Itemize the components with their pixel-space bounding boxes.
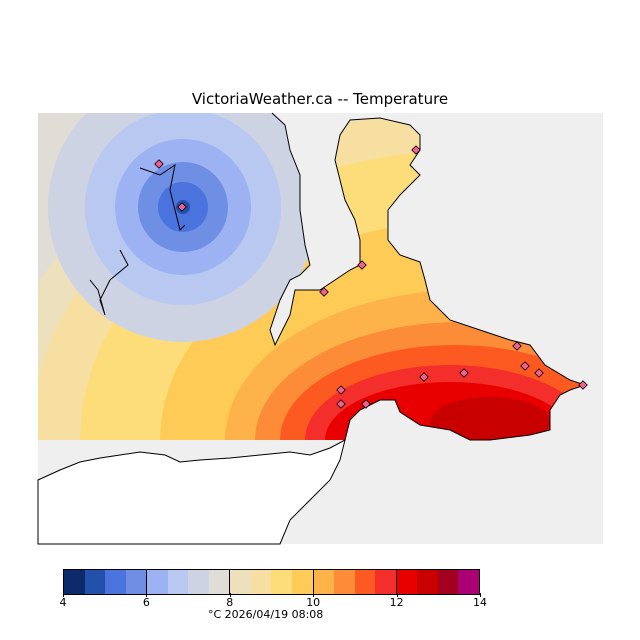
colorbar-tick-label: 10: [306, 596, 321, 609]
colorbar-bin: [188, 570, 209, 594]
colorbar-bin: [437, 570, 459, 594]
colorbar-bin: [417, 570, 438, 594]
colorbar-bin: [64, 570, 85, 594]
colorbar-bin: [292, 570, 314, 594]
colorbar-bin: [271, 570, 293, 594]
colorbar-tick-label: 6: [142, 596, 150, 609]
colorbar-tick-label: 8: [226, 596, 234, 609]
colorbar-bin: [125, 570, 148, 594]
colorbar-tick-mark: [480, 593, 481, 597]
colorbar-bin: [375, 570, 397, 594]
land-south: [37, 439, 346, 545]
colorbar-bin: [313, 570, 335, 594]
colorbar-bin: [230, 570, 251, 594]
colorbar-bin: [354, 570, 376, 594]
colorbar-tick-mark: [146, 593, 148, 597]
lake-outline: [89, 249, 129, 316]
colorbar-bin: [167, 570, 189, 594]
colorbar-bin: [208, 570, 231, 594]
colorbar-bin: [250, 570, 272, 594]
temperature-map: [37, 112, 603, 545]
colorbar-tick-label: 14: [473, 596, 487, 609]
colorbar-bin: [396, 570, 418, 594]
colorbar-bin: [458, 570, 479, 594]
colorbar-tick-mark: [63, 593, 64, 597]
contour-band: [430, 397, 550, 440]
colorbar-bin: [84, 570, 106, 594]
lake-outline: [139, 163, 186, 231]
colorbar-units-timestamp: °C 2026/04/19 08:08: [208, 608, 324, 621]
coastline: [269, 112, 587, 441]
colorbar-tick-label: 4: [59, 596, 67, 609]
colorbar-tick-mark: [396, 593, 398, 597]
colorbar-bin: [147, 570, 168, 594]
colorbar-tick-mark: [229, 593, 231, 597]
colorbar-tick-label: 12: [389, 596, 404, 609]
colorbar: [63, 569, 480, 595]
map-title: VictoriaWeather.ca -- Temperature: [191, 90, 449, 108]
colorbar-bin: [105, 570, 126, 594]
colorbar-bin: [334, 570, 355, 594]
station-markers: [154, 145, 588, 409]
colorbar-tick-mark: [313, 593, 315, 597]
